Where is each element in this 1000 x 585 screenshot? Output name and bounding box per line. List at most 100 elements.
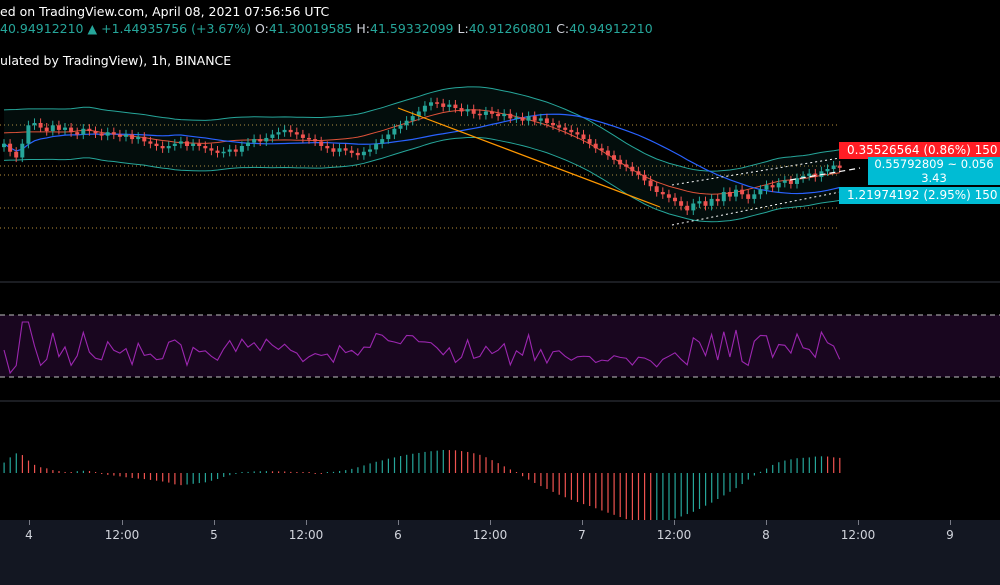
- channel-upper: [671, 157, 841, 186]
- histogram-bar: [284, 471, 286, 473]
- histogram-bar: [528, 473, 530, 480]
- histogram-bar: [88, 471, 91, 473]
- histogram-bar: [686, 473, 688, 515]
- histogram-bar: [729, 473, 731, 492]
- candle-body: [50, 125, 55, 132]
- candle-body: [63, 127, 67, 130]
- candle-body: [453, 104, 458, 109]
- histogram-bar: [107, 473, 109, 475]
- header-source: ed on TradingView.com, April 08, 2021 07…: [0, 4, 330, 19]
- candle-body: [307, 137, 311, 140]
- close-label: C:: [556, 21, 570, 36]
- rsi-line: [3, 321, 841, 375]
- candle-body: [630, 166, 635, 172]
- histogram-bar: [52, 470, 54, 473]
- x-axis-tick: [858, 520, 859, 525]
- candle-body: [563, 127, 568, 130]
- histogram-bar: [827, 456, 829, 473]
- histogram-bar: [351, 468, 353, 473]
- candle-body: [392, 128, 397, 135]
- candle-body: [831, 165, 836, 169]
- x-axis-label: 7: [578, 528, 586, 542]
- histogram-bar: [784, 460, 786, 473]
- histogram-bar: [650, 473, 652, 523]
- histogram-bar: [467, 451, 469, 473]
- histogram-bar: [558, 473, 560, 495]
- candle-body: [605, 150, 610, 156]
- histogram-bar: [570, 473, 572, 500]
- histogram-bar: [308, 472, 310, 473]
- candle-body: [111, 132, 116, 135]
- x-axis-tick: [306, 520, 307, 525]
- candle-body: [703, 201, 708, 206]
- histogram-bar: [247, 471, 249, 473]
- candle-body: [740, 189, 745, 195]
- x-axis-label: 12:00: [288, 528, 324, 542]
- histogram-bar: [497, 463, 499, 473]
- candle-body: [471, 109, 476, 114]
- histogram-bar: [149, 473, 152, 480]
- candle-body: [788, 180, 793, 184]
- histogram-bar: [503, 466, 505, 473]
- candle-body: [87, 128, 92, 132]
- candle-body: [764, 185, 769, 190]
- candle-body: [477, 113, 482, 116]
- histogram-bar: [833, 457, 835, 473]
- histogram-bar: [119, 473, 121, 477]
- histogram-bar: [796, 458, 798, 473]
- histogram-bar: [778, 462, 780, 473]
- histogram-bar: [515, 472, 518, 473]
- x-axis-tick: [674, 520, 675, 525]
- candle-body: [660, 192, 665, 195]
- histogram-bar: [485, 457, 487, 473]
- candle-body: [264, 137, 269, 142]
- x-axis-label: 9: [946, 528, 954, 542]
- candle-body: [20, 143, 25, 158]
- channel-mid: [789, 167, 861, 181]
- candle-body: [727, 192, 732, 197]
- candle-body: [709, 198, 714, 206]
- candle-body: [117, 134, 122, 137]
- candle-body: [166, 146, 171, 149]
- candle-body: [673, 197, 677, 202]
- histogram-bar: [424, 451, 426, 473]
- histogram-bar: [644, 473, 646, 523]
- candle-body: [410, 116, 415, 121]
- high-value: 41.59332099: [370, 21, 454, 36]
- header-change: +1.44935756 (+3.67%): [101, 21, 252, 36]
- histogram-bar: [3, 462, 5, 473]
- histogram-bar: [345, 470, 347, 473]
- histogram-bar: [656, 473, 658, 523]
- histogram-bar: [95, 472, 97, 473]
- candle-body: [758, 189, 763, 195]
- x-axis-label: 5: [210, 528, 218, 542]
- time-axis[interactable]: 4 12:00 5 12:00 6 12:00 7 12:00 8 12:00 9: [0, 520, 1000, 585]
- histogram-bar: [442, 449, 444, 473]
- candle-body: [56, 125, 61, 130]
- candle-body: [782, 180, 787, 183]
- candle-body: [398, 125, 403, 129]
- histogram-bar: [448, 450, 450, 473]
- candle-body: [178, 141, 183, 144]
- histogram-bar: [271, 471, 274, 473]
- histogram-bar: [137, 473, 139, 479]
- low-label: L:: [457, 21, 469, 36]
- x-axis-tick: [122, 520, 123, 525]
- close-value: 40.94912210: [569, 21, 653, 36]
- histogram-bar: [430, 451, 432, 473]
- histogram-bar: [613, 473, 615, 515]
- candle-body: [26, 125, 31, 144]
- histogram-bar: [326, 472, 328, 473]
- histogram-bar: [662, 473, 664, 522]
- candle-body: [685, 205, 690, 211]
- histogram-bar: [808, 457, 810, 473]
- candle-body: [124, 134, 128, 137]
- histogram-bar: [387, 458, 389, 473]
- candle-body: [172, 143, 177, 146]
- histogram-bar: [473, 453, 475, 473]
- candle-body: [197, 143, 202, 146]
- candle-body: [483, 111, 488, 115]
- x-axis-tick: [29, 520, 30, 525]
- x-axis-label: 6: [394, 528, 402, 542]
- header-line-1: ed on TradingView.com, April 08, 2021 07…: [0, 4, 329, 19]
